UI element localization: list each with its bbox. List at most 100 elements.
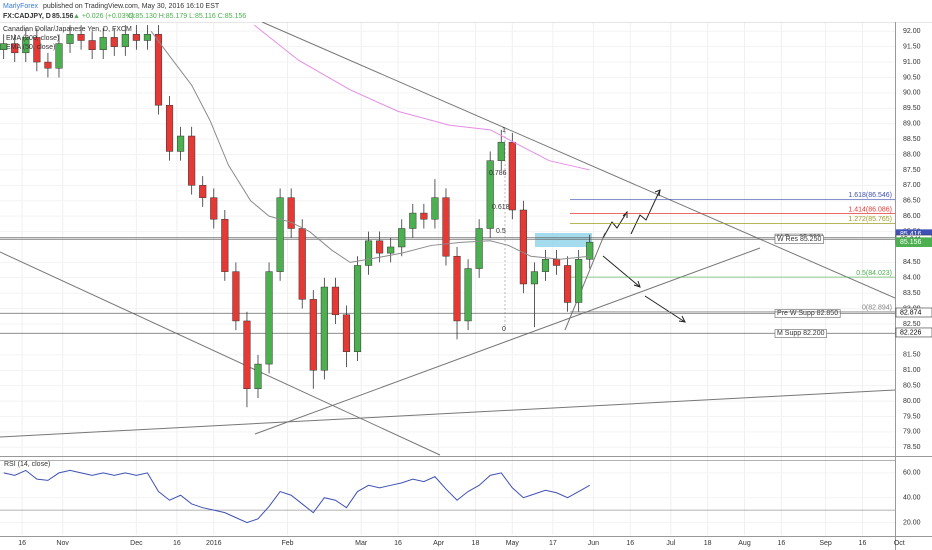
price-badge <box>895 327 932 338</box>
arrow <box>602 211 628 239</box>
trendline <box>0 389 896 438</box>
candle-body <box>132 34 140 41</box>
legend-entry: EMA (200, close) <box>6 35 59 42</box>
candle-body <box>276 197 284 272</box>
x-tick-label: 16 <box>626 540 634 547</box>
candle-body <box>99 37 107 50</box>
y-tick-label: 89.00 <box>903 121 921 128</box>
candle-body <box>55 43 63 69</box>
ema-line <box>254 24 590 171</box>
fib-label: 0.5(84.023) <box>856 270 892 277</box>
change: ▲ +0.026 (+0.03%) <box>73 13 134 20</box>
y-tick-label: 91.00 <box>903 59 921 66</box>
x-tick-label: Jul <box>666 540 675 547</box>
last-price: 85.156 <box>52 13 74 20</box>
candle-body <box>497 141 505 161</box>
arrow-head <box>622 210 628 218</box>
y-tick-label: 87.50 <box>903 167 921 174</box>
price-badge-label: 85.156 <box>900 239 922 246</box>
fib-label: 0(82.894) <box>862 305 892 312</box>
candle-body <box>575 259 583 303</box>
y-tick-label: 83.50 <box>903 290 921 297</box>
trendline <box>254 247 761 435</box>
header-bg <box>0 0 932 22</box>
x-tick-label: 18 <box>472 540 480 547</box>
x-tick-label: Apr <box>433 540 445 547</box>
candle-body <box>287 197 295 229</box>
x-tick-label: Mar <box>355 540 368 547</box>
candle-body <box>154 34 163 106</box>
price-badge-label: 82.226 <box>900 329 922 336</box>
arrow <box>630 189 661 235</box>
candle-body <box>475 228 483 269</box>
arrow <box>602 255 641 288</box>
ema-line <box>150 30 590 263</box>
candle-body <box>398 228 406 248</box>
drawings <box>0 21 896 456</box>
candle-body <box>221 218 229 272</box>
arrow-head <box>654 189 661 197</box>
publisher: MarlyForex <box>3 3 39 10</box>
y-tick-label: 20.00 <box>903 519 921 526</box>
candle-body <box>530 271 538 285</box>
x-tick-label: 16 <box>859 540 867 547</box>
y-tick-label: 81.00 <box>903 367 921 374</box>
candle-body <box>320 286 328 371</box>
x-tick-label: Feb <box>281 540 293 547</box>
x-tick-label: Sep <box>819 540 832 547</box>
arrow <box>644 295 686 323</box>
price-badge-label: 85.416 <box>900 231 922 238</box>
candle-body <box>342 314 351 353</box>
y-tick-label: 90.50 <box>903 74 921 81</box>
y-tick-label: 40.00 <box>903 495 921 502</box>
candle-body <box>143 34 151 41</box>
candle-body <box>110 37 118 47</box>
candle-body <box>77 34 85 41</box>
candle-body <box>0 43 8 50</box>
candle-body <box>519 209 527 285</box>
trendline <box>564 232 606 331</box>
fib-annotation: 1 <box>502 127 506 134</box>
y-tick-label: 84.00 <box>903 275 921 282</box>
candle-body <box>88 40 96 50</box>
candle-body <box>353 265 362 353</box>
x-tick-label: 16 <box>394 540 402 547</box>
trendline <box>261 21 896 299</box>
x-tick-label: Aug <box>738 540 751 547</box>
x-tick-label: 16 <box>777 540 785 547</box>
y-tick-label: 86.00 <box>903 213 921 220</box>
y-tick-label: 88.50 <box>903 136 921 143</box>
candle-body <box>309 299 317 371</box>
candle-body <box>409 212 417 229</box>
series-title: Canadian Dollar/Japanese Yen, D, FXCM <box>3 26 132 33</box>
arrow-head <box>633 280 641 288</box>
y-tick-label: 84.50 <box>903 259 921 266</box>
candle-body <box>486 160 494 229</box>
y-tick-label: 80.00 <box>903 398 921 405</box>
candle-body <box>177 135 185 152</box>
x-tick-label: 16 <box>18 540 26 547</box>
candle-body <box>33 37 41 63</box>
arrows <box>602 189 686 323</box>
y-tick-label: 78.50 <box>903 444 921 451</box>
level-label: M Supp 82.200 <box>777 330 825 337</box>
candle-body <box>44 61 52 69</box>
y-tick-label: 81.50 <box>903 352 921 359</box>
zone-box <box>535 233 592 247</box>
price-badge <box>895 237 932 247</box>
x-tick-label: Nov <box>56 540 69 547</box>
candle-body <box>199 185 207 198</box>
candle-body <box>265 271 273 365</box>
x-tick-label: 16 <box>173 540 181 547</box>
candle-body <box>420 212 428 220</box>
y-tick-label: 89.50 <box>903 105 921 112</box>
candle-body <box>552 259 561 266</box>
arrow-head <box>678 315 686 323</box>
x-tick-label: 2016 <box>206 540 222 547</box>
level-label: W Res 85.250 <box>777 236 821 243</box>
fib-label: 1.272(85.765) <box>848 216 892 223</box>
candle-body <box>232 271 240 322</box>
candle-body <box>564 265 572 303</box>
level-label: Pre W Supp 82.850 <box>777 310 838 317</box>
